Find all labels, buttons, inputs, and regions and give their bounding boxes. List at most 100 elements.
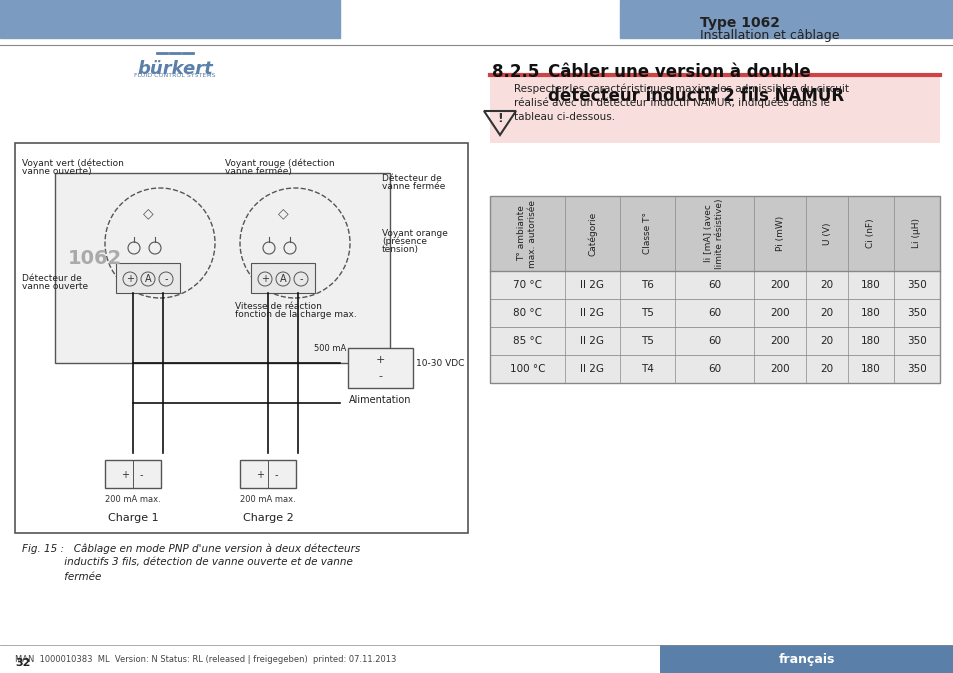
Text: Vitesse de réaction: Vitesse de réaction — [234, 302, 321, 311]
Text: Voyant vert (détection: Voyant vert (détection — [22, 159, 124, 168]
Text: 180: 180 — [861, 280, 880, 290]
Text: (présence: (présence — [381, 236, 427, 246]
Bar — [490, 299, 939, 327]
Text: 70 °C: 70 °C — [513, 280, 541, 290]
Text: 10-30 VDC: 10-30 VDC — [416, 359, 464, 369]
Bar — [0, 0, 339, 38]
Text: T5: T5 — [640, 308, 654, 318]
Text: -: - — [274, 470, 277, 480]
Text: Câbler une version à double
détecteur inductif 2 fils NAMUR: Câbler une version à double détecteur in… — [547, 63, 843, 104]
Text: 350: 350 — [906, 336, 926, 346]
Text: -: - — [299, 274, 302, 284]
Text: 180: 180 — [861, 364, 880, 374]
Text: Voyant orange: Voyant orange — [381, 229, 447, 238]
Text: 100 °C: 100 °C — [509, 364, 544, 374]
Text: II 2G: II 2G — [579, 280, 604, 290]
Text: Fig. 15 :   Câblage en mode PNP d'une version à deux détecteurs
             ind: Fig. 15 : Câblage en mode PNP d'une vers… — [22, 543, 360, 581]
Bar — [490, 196, 939, 383]
Text: +: + — [126, 274, 133, 284]
Text: II 2G: II 2G — [579, 336, 604, 346]
Text: 350: 350 — [906, 280, 926, 290]
Text: Ci (nF): Ci (nF) — [865, 219, 875, 248]
Text: 32: 32 — [15, 658, 30, 668]
Text: Type 1062: Type 1062 — [700, 16, 780, 30]
Text: 500 mA: 500 mA — [314, 344, 346, 353]
Text: Voyant rouge (détection: Voyant rouge (détection — [225, 159, 335, 168]
Bar — [490, 355, 939, 383]
Text: 60: 60 — [707, 308, 720, 318]
Text: 350: 350 — [906, 308, 926, 318]
Text: 200: 200 — [769, 308, 789, 318]
Bar — [116, 263, 180, 293]
Text: 20: 20 — [820, 336, 833, 346]
Text: 350: 350 — [906, 364, 926, 374]
Text: Détecteur de: Détecteur de — [22, 274, 82, 283]
Text: T5: T5 — [640, 336, 654, 346]
Text: Classe T°: Classe T° — [642, 213, 652, 254]
Text: ◇: ◇ — [277, 206, 288, 220]
Text: -: - — [164, 274, 168, 284]
Text: +: + — [375, 355, 384, 365]
Text: Li (µH): Li (µH) — [911, 219, 921, 248]
Bar — [490, 196, 939, 271]
Text: français: français — [778, 653, 834, 666]
Text: T6: T6 — [640, 280, 654, 290]
Text: 180: 180 — [861, 336, 880, 346]
Bar — [348, 348, 413, 388]
Text: fonction de la charge max.: fonction de la charge max. — [234, 310, 356, 319]
Text: -: - — [377, 371, 381, 381]
Text: Installation et câblage: Installation et câblage — [700, 30, 839, 42]
Text: Alimentation: Alimentation — [349, 395, 411, 405]
Text: +: + — [121, 470, 129, 480]
Text: 60: 60 — [707, 364, 720, 374]
Text: -: - — [139, 470, 143, 480]
Text: MAN  1000010383  ML  Version: N Status: RL (released | freigegeben)  printed: 07: MAN 1000010383 ML Version: N Status: RL … — [15, 655, 395, 664]
Text: Respecter les caractéristiques maximales admissibles du circuit
réalisé avec un : Respecter les caractéristiques maximales… — [514, 83, 848, 122]
Text: 200: 200 — [769, 280, 789, 290]
Text: vanne ouverte): vanne ouverte) — [22, 167, 91, 176]
Text: FLUID CONTROL SYSTEMS: FLUID CONTROL SYSTEMS — [134, 73, 215, 78]
Text: ◇: ◇ — [143, 206, 153, 220]
Text: 8.2.5: 8.2.5 — [492, 63, 538, 81]
Text: 20: 20 — [820, 308, 833, 318]
Text: II 2G: II 2G — [579, 308, 604, 318]
Text: +: + — [261, 274, 269, 284]
Text: 200 mA max.: 200 mA max. — [240, 495, 295, 504]
Text: vanne fermée: vanne fermée — [381, 182, 445, 191]
Text: Charge 1: Charge 1 — [108, 513, 158, 523]
Text: !: ! — [497, 112, 502, 125]
Bar — [55, 173, 390, 363]
Text: 60: 60 — [707, 336, 720, 346]
Bar — [490, 75, 939, 143]
Bar — [619, 0, 953, 38]
Text: 180: 180 — [861, 308, 880, 318]
Bar — [15, 143, 468, 533]
Text: Catégorie: Catégorie — [587, 211, 597, 256]
Text: Charge 2: Charge 2 — [242, 513, 294, 523]
Text: 20: 20 — [820, 280, 833, 290]
Text: vanne fermée): vanne fermée) — [225, 167, 292, 176]
Text: T° ambiante
max. autorisée: T° ambiante max. autorisée — [517, 199, 537, 267]
Text: 200: 200 — [769, 336, 789, 346]
Text: 60: 60 — [707, 280, 720, 290]
Text: A: A — [279, 274, 286, 284]
Text: tension): tension) — [381, 245, 418, 254]
Bar — [659, 645, 953, 673]
Bar — [490, 327, 939, 355]
Text: Pi (mW): Pi (mW) — [775, 216, 783, 251]
Text: II 2G: II 2G — [579, 364, 604, 374]
Text: 85 °C: 85 °C — [513, 336, 541, 346]
Text: U (V): U (V) — [821, 222, 831, 245]
Bar — [105, 460, 161, 488]
Text: T4: T4 — [640, 364, 654, 374]
Text: vanne ouverte: vanne ouverte — [22, 282, 88, 291]
Bar — [251, 263, 314, 293]
Text: 80 °C: 80 °C — [513, 308, 541, 318]
Bar — [240, 460, 295, 488]
Text: +: + — [255, 470, 264, 480]
Text: 1062: 1062 — [68, 248, 122, 267]
Bar — [490, 271, 939, 299]
Text: 200: 200 — [769, 364, 789, 374]
Text: A: A — [145, 274, 152, 284]
Text: 20: 20 — [820, 364, 833, 374]
